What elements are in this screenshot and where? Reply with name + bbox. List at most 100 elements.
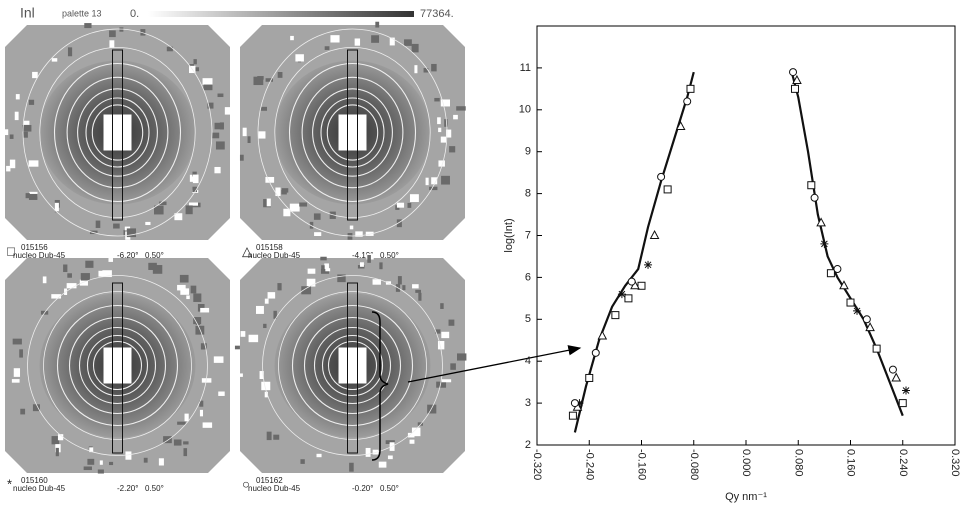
noise [218,391,225,396]
noise [174,213,183,221]
noise [407,202,412,208]
noise [126,228,137,238]
data-point [570,399,579,408]
noise [12,338,22,345]
noise [28,99,35,105]
data-point [568,411,577,420]
noise [446,129,452,138]
noise [277,72,283,78]
noise [219,122,224,130]
data-point [846,298,855,307]
y-tick-label: 6 [525,271,531,283]
noise [234,345,240,350]
noise [51,436,60,445]
noise [349,462,354,472]
noise [306,278,316,287]
noise [275,187,281,197]
noise [166,46,173,52]
contour [321,334,384,397]
y-tick-label: 9 [525,146,531,158]
noise [266,431,272,441]
noise [387,455,393,460]
beamstop [338,347,367,384]
data-point [833,265,842,274]
noise [320,256,327,261]
noise [450,363,456,370]
contour [53,62,182,203]
noise [265,78,273,82]
noise [183,448,188,457]
noise [265,176,275,183]
noise [329,211,336,219]
contour [278,291,427,440]
contour [313,326,392,405]
noise [224,107,234,115]
noise [193,59,197,65]
contour [43,291,192,440]
data-point [807,181,816,190]
data-point [872,344,881,353]
noise [365,447,371,457]
noise [355,231,363,237]
noise [300,459,305,464]
noise [349,225,354,230]
noise [202,422,213,428]
x-tick-label: 0.160 [845,449,857,477]
noise [397,276,402,285]
data-point [611,311,620,320]
contour [326,104,379,161]
panel-angle: -2.20° [117,484,138,493]
noise [418,292,422,301]
noise [145,221,151,226]
noise [309,221,314,229]
noise [173,439,182,446]
noise [411,427,421,437]
data-point [675,120,686,131]
noise [365,231,374,236]
contour [78,326,157,405]
x-axis-label: Qy nm⁻¹ [725,491,767,503]
data-point [888,365,897,374]
panel-id: 015156 [21,243,48,252]
contour [91,104,144,161]
noise [431,177,438,185]
noise [242,127,247,137]
noise [97,469,104,474]
noise [11,379,20,383]
data-point [617,290,626,299]
x-tick-label: -0.160 [636,449,648,480]
contour [68,316,167,415]
noise [273,310,277,319]
panel-angle: -4.19° [352,251,373,260]
contour [303,316,402,415]
noise [203,84,213,91]
beamstop [103,347,132,384]
noise [324,46,330,50]
palette-label: palette 13 [62,8,102,18]
noise [108,258,114,262]
noise [0,129,9,136]
noise [325,268,331,272]
panel-symbol: ○ [242,476,250,491]
contour-image [234,253,467,473]
noise [83,466,92,471]
noise [313,213,321,220]
y-tick-label: 10 [519,104,531,116]
contour [288,62,417,203]
noise [193,293,202,302]
noise [23,120,30,125]
data-point [902,386,911,395]
noise [415,289,421,293]
noise [109,30,116,38]
data-point [862,315,871,324]
palette-max: 77364. [420,8,454,20]
contour [291,304,414,427]
noise [437,117,441,125]
noise [192,174,199,184]
noise [449,146,456,153]
noise [6,165,11,172]
noise [259,371,264,379]
noise [409,194,419,203]
x-tick-label: -0.080 [688,449,700,480]
noise [385,440,395,444]
